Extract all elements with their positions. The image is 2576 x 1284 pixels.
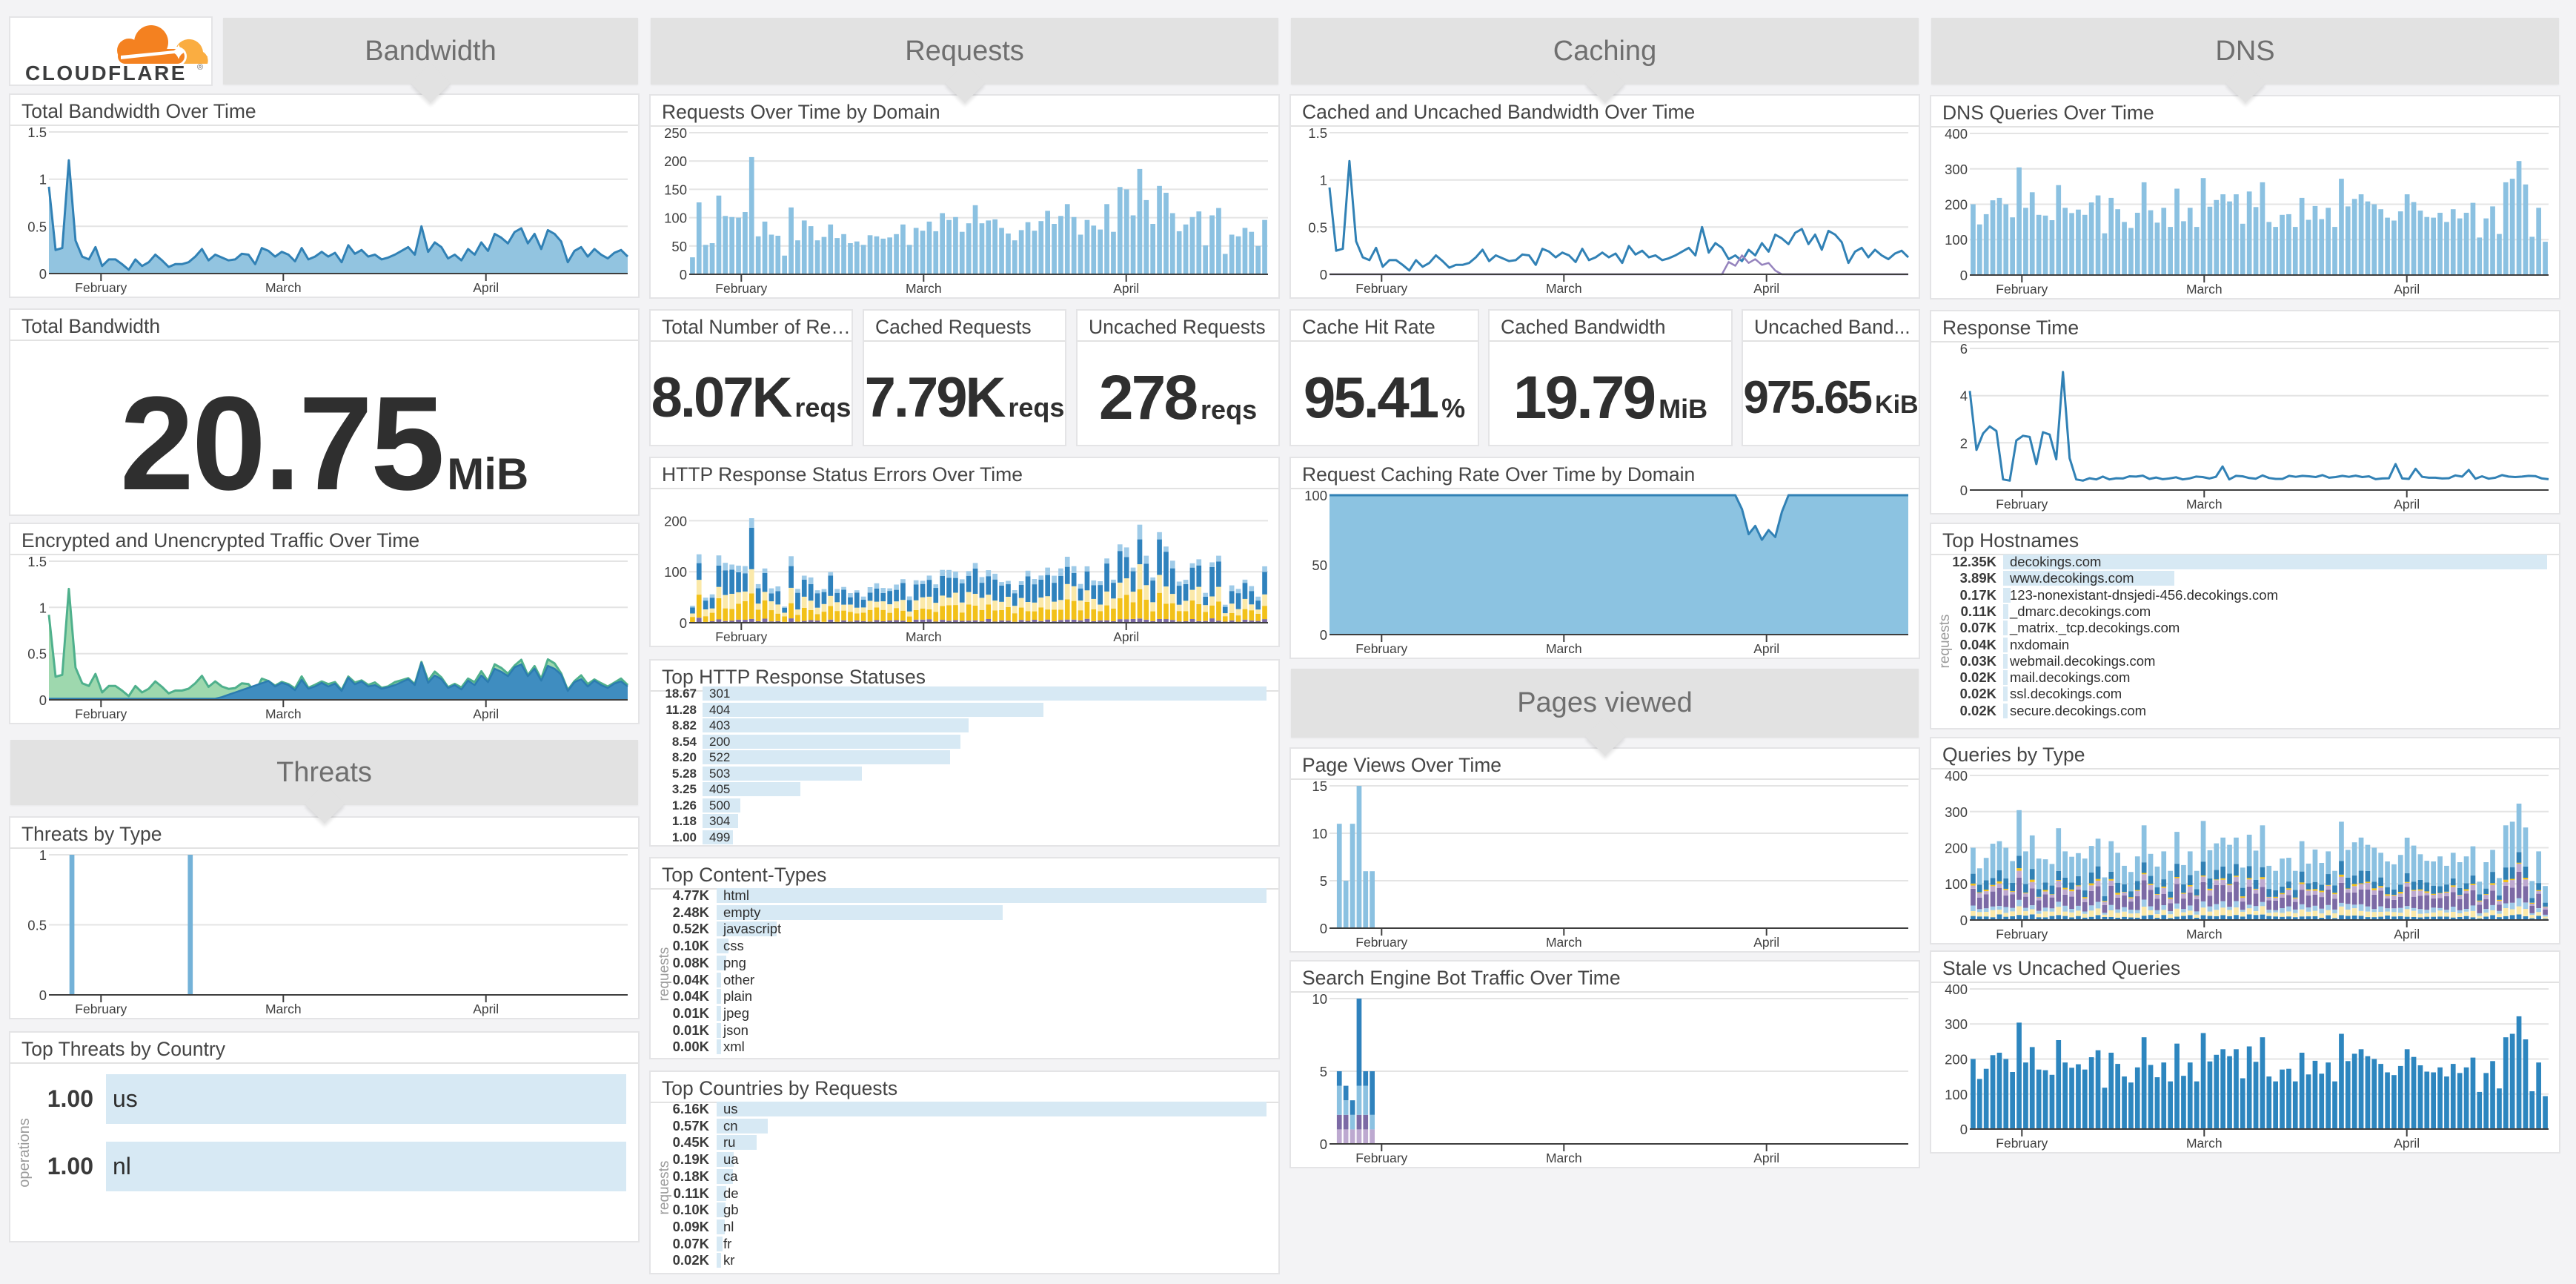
svg-text:March: March bbox=[1546, 1151, 1582, 1165]
svg-text:400: 400 bbox=[1945, 768, 1968, 784]
svg-text:March: March bbox=[2186, 1136, 2223, 1151]
svg-text:March: March bbox=[1546, 935, 1582, 950]
svg-text:March: March bbox=[906, 629, 942, 644]
svg-text:March: March bbox=[906, 281, 942, 296]
svg-text:®: ® bbox=[197, 63, 203, 72]
svg-text:0: 0 bbox=[1960, 913, 1968, 928]
svg-text:0: 0 bbox=[39, 987, 47, 1003]
svg-text:March: March bbox=[265, 706, 302, 721]
svg-text:200: 200 bbox=[1945, 1052, 1968, 1068]
svg-text:300: 300 bbox=[1945, 804, 1968, 820]
svg-text:0: 0 bbox=[39, 692, 47, 708]
svg-text:50: 50 bbox=[1312, 557, 1327, 573]
svg-text:March: March bbox=[265, 280, 302, 295]
svg-text:1.5: 1.5 bbox=[27, 125, 47, 140]
svg-text:March: March bbox=[2186, 282, 2223, 297]
svg-text:100: 100 bbox=[664, 564, 687, 580]
svg-text:0: 0 bbox=[1320, 627, 1327, 643]
svg-text:April: April bbox=[473, 706, 499, 721]
svg-text:0: 0 bbox=[1320, 921, 1327, 936]
svg-text:March: March bbox=[2186, 927, 2223, 942]
svg-text:March: March bbox=[265, 1002, 302, 1016]
svg-text:February: February bbox=[1996, 1136, 2048, 1151]
svg-text:5: 5 bbox=[1320, 873, 1327, 889]
svg-text:250: 250 bbox=[664, 125, 687, 141]
svg-text:0.5: 0.5 bbox=[27, 646, 47, 662]
svg-text:0: 0 bbox=[1320, 267, 1327, 282]
svg-text:April: April bbox=[2394, 1136, 2420, 1151]
svg-text:300: 300 bbox=[1945, 1016, 1968, 1032]
svg-text:1: 1 bbox=[39, 172, 47, 188]
svg-text:February: February bbox=[1996, 927, 2048, 942]
svg-text:5: 5 bbox=[1320, 1064, 1327, 1079]
svg-text:1.5: 1.5 bbox=[1308, 125, 1327, 141]
svg-text:February: February bbox=[75, 1002, 127, 1016]
svg-text:April: April bbox=[1753, 641, 1779, 656]
svg-text:200: 200 bbox=[1945, 841, 1968, 856]
svg-text:April: April bbox=[2394, 927, 2420, 942]
svg-text:1: 1 bbox=[39, 847, 47, 863]
svg-text:100: 100 bbox=[1945, 876, 1968, 892]
svg-text:March: March bbox=[1546, 641, 1582, 656]
svg-text:February: February bbox=[75, 280, 127, 295]
svg-text:April: April bbox=[1753, 281, 1779, 296]
svg-text:6: 6 bbox=[1960, 341, 1968, 357]
svg-text:April: April bbox=[473, 280, 499, 295]
svg-text:100: 100 bbox=[664, 211, 687, 226]
svg-text:1: 1 bbox=[1320, 173, 1327, 188]
svg-text:400: 400 bbox=[1945, 982, 1968, 997]
svg-text:0: 0 bbox=[680, 615, 687, 631]
svg-text:0: 0 bbox=[1960, 1122, 1968, 1137]
svg-text:February: February bbox=[1355, 641, 1407, 656]
svg-text:April: April bbox=[2394, 497, 2420, 512]
svg-text:0.5: 0.5 bbox=[1308, 219, 1327, 235]
svg-text:February: February bbox=[1996, 282, 2048, 297]
svg-text:February: February bbox=[1355, 935, 1407, 950]
svg-text:April: April bbox=[2394, 282, 2420, 297]
svg-text:February: February bbox=[1996, 497, 2048, 512]
svg-text:February: February bbox=[1355, 281, 1407, 296]
svg-text:300: 300 bbox=[1945, 162, 1968, 177]
svg-text:February: February bbox=[715, 629, 767, 644]
svg-text:0: 0 bbox=[1960, 268, 1968, 283]
svg-text:0: 0 bbox=[39, 266, 47, 282]
svg-text:150: 150 bbox=[664, 182, 687, 197]
svg-text:2: 2 bbox=[1960, 435, 1968, 451]
svg-text:100: 100 bbox=[1945, 232, 1968, 248]
svg-text:10: 10 bbox=[1312, 826, 1327, 841]
svg-text:February: February bbox=[1355, 1151, 1407, 1165]
svg-text:1.5: 1.5 bbox=[27, 554, 47, 569]
svg-text:15: 15 bbox=[1312, 778, 1327, 794]
svg-text:400: 400 bbox=[1945, 126, 1968, 142]
svg-text:0.5: 0.5 bbox=[27, 219, 47, 234]
svg-text:April: April bbox=[1753, 1151, 1779, 1165]
svg-text:0: 0 bbox=[1320, 1136, 1327, 1152]
svg-text:March: March bbox=[2186, 497, 2223, 512]
svg-text:February: February bbox=[75, 706, 127, 721]
svg-text:200: 200 bbox=[664, 513, 687, 529]
svg-text:200: 200 bbox=[1945, 197, 1968, 213]
svg-text:4: 4 bbox=[1960, 388, 1968, 404]
svg-text:March: March bbox=[1546, 281, 1582, 296]
svg-text:April: April bbox=[473, 1002, 499, 1016]
svg-text:April: April bbox=[1113, 629, 1139, 644]
svg-text:1: 1 bbox=[39, 600, 47, 615]
svg-text:100: 100 bbox=[1304, 488, 1327, 503]
svg-text:100: 100 bbox=[1945, 1087, 1968, 1102]
svg-text:50: 50 bbox=[671, 239, 687, 254]
svg-text:0.5: 0.5 bbox=[27, 918, 47, 933]
svg-text:February: February bbox=[715, 281, 767, 296]
svg-text:CLOUDFLARE: CLOUDFLARE bbox=[25, 62, 187, 85]
svg-text:0: 0 bbox=[1960, 483, 1968, 498]
svg-text:10: 10 bbox=[1312, 991, 1327, 1007]
svg-text:0: 0 bbox=[680, 267, 687, 282]
svg-text:April: April bbox=[1753, 935, 1779, 950]
svg-text:200: 200 bbox=[664, 153, 687, 169]
svg-text:April: April bbox=[1113, 281, 1139, 296]
